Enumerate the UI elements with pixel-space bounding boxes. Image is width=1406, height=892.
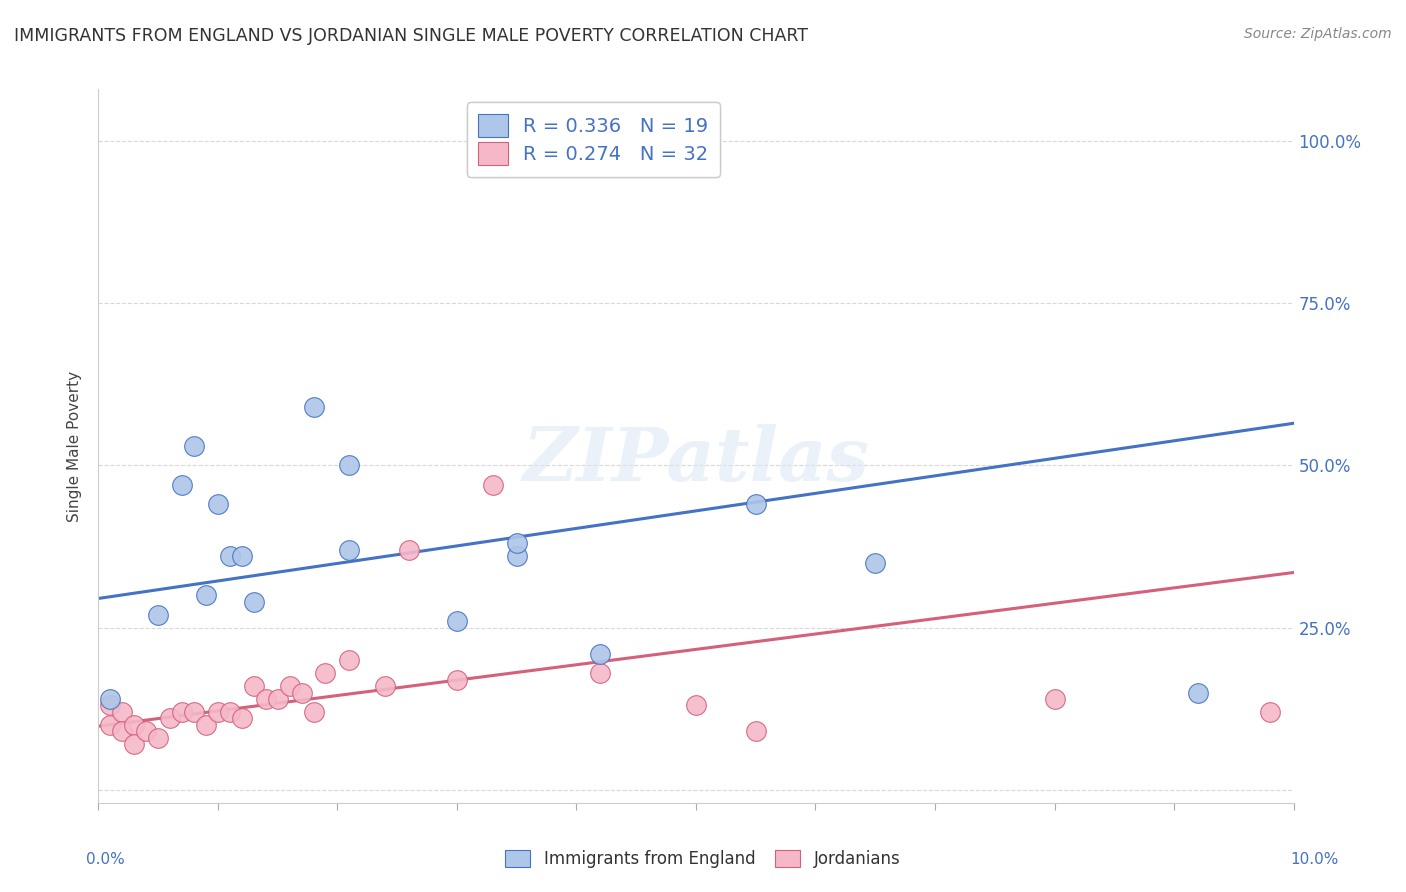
- Text: IMMIGRANTS FROM ENGLAND VS JORDANIAN SINGLE MALE POVERTY CORRELATION CHART: IMMIGRANTS FROM ENGLAND VS JORDANIAN SIN…: [14, 27, 808, 45]
- Point: [124, 718, 146, 732]
- Point: [685, 698, 707, 713]
- Point: [148, 731, 170, 745]
- Text: ZIPatlas: ZIPatlas: [523, 424, 869, 497]
- Point: [231, 549, 253, 564]
- Point: [183, 705, 205, 719]
- Point: [219, 549, 242, 564]
- Point: [124, 738, 146, 752]
- Legend: R = 0.336   N = 19, R = 0.274   N = 32: R = 0.336 N = 19, R = 0.274 N = 32: [467, 103, 720, 177]
- Point: [291, 685, 314, 699]
- Point: [243, 595, 266, 609]
- Point: [589, 666, 612, 681]
- Point: [159, 711, 181, 725]
- Y-axis label: Single Male Poverty: Single Male Poverty: [67, 370, 83, 522]
- Point: [98, 698, 122, 713]
- Point: [135, 724, 157, 739]
- Point: [267, 692, 290, 706]
- Point: [278, 679, 301, 693]
- Point: [148, 607, 170, 622]
- Point: [195, 718, 218, 732]
- Point: [98, 718, 122, 732]
- Point: [745, 497, 768, 511]
- Point: [111, 724, 134, 739]
- Point: [865, 556, 887, 570]
- Point: [302, 400, 325, 414]
- Point: [1043, 692, 1066, 706]
- Point: [1258, 705, 1281, 719]
- Point: [589, 647, 612, 661]
- Point: [302, 705, 325, 719]
- Point: [219, 705, 242, 719]
- Text: 0.0%: 0.0%: [86, 852, 125, 867]
- Point: [243, 679, 266, 693]
- Point: [172, 705, 194, 719]
- Point: [398, 542, 420, 557]
- Point: [172, 478, 194, 492]
- Point: [207, 497, 229, 511]
- Point: [374, 679, 396, 693]
- Point: [111, 705, 134, 719]
- Point: [339, 542, 361, 557]
- Point: [339, 458, 361, 473]
- Point: [446, 614, 468, 628]
- Legend: Immigrants from England, Jordanians: Immigrants from England, Jordanians: [499, 843, 907, 875]
- Point: [1187, 685, 1209, 699]
- Point: [482, 478, 505, 492]
- Point: [231, 711, 253, 725]
- Point: [506, 549, 529, 564]
- Text: 10.0%: 10.0%: [1291, 852, 1339, 867]
- Point: [195, 588, 218, 602]
- Point: [207, 705, 229, 719]
- Point: [745, 724, 768, 739]
- Point: [339, 653, 361, 667]
- Point: [446, 673, 468, 687]
- Point: [254, 692, 277, 706]
- Point: [315, 666, 337, 681]
- Text: Source: ZipAtlas.com: Source: ZipAtlas.com: [1244, 27, 1392, 41]
- Point: [506, 536, 529, 550]
- Point: [183, 439, 205, 453]
- Point: [98, 692, 122, 706]
